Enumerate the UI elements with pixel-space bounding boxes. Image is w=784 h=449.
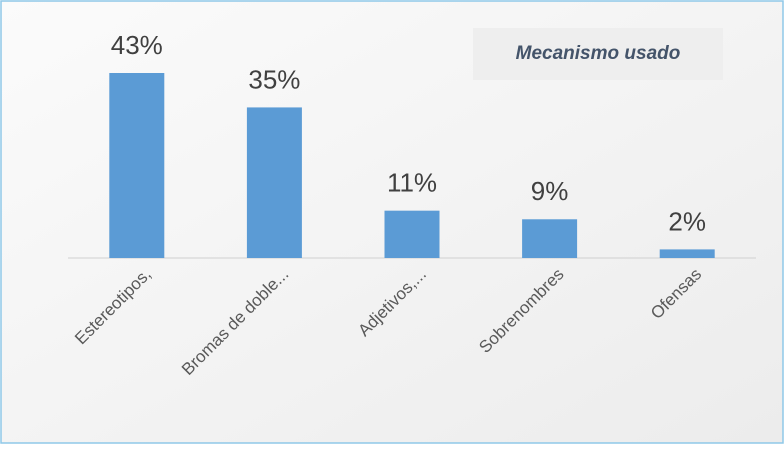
bar xyxy=(522,219,578,258)
bar xyxy=(246,107,302,258)
chart-title: Mecanismo usado xyxy=(516,43,681,64)
data-label: 35% xyxy=(248,64,300,94)
bar xyxy=(384,210,440,258)
data-label: 2% xyxy=(668,206,706,236)
data-label: 9% xyxy=(531,176,569,206)
title-box xyxy=(473,28,723,80)
data-label: 11% xyxy=(387,168,437,198)
bar xyxy=(109,73,165,258)
bar xyxy=(659,249,715,258)
data-label: 43% xyxy=(111,30,163,60)
